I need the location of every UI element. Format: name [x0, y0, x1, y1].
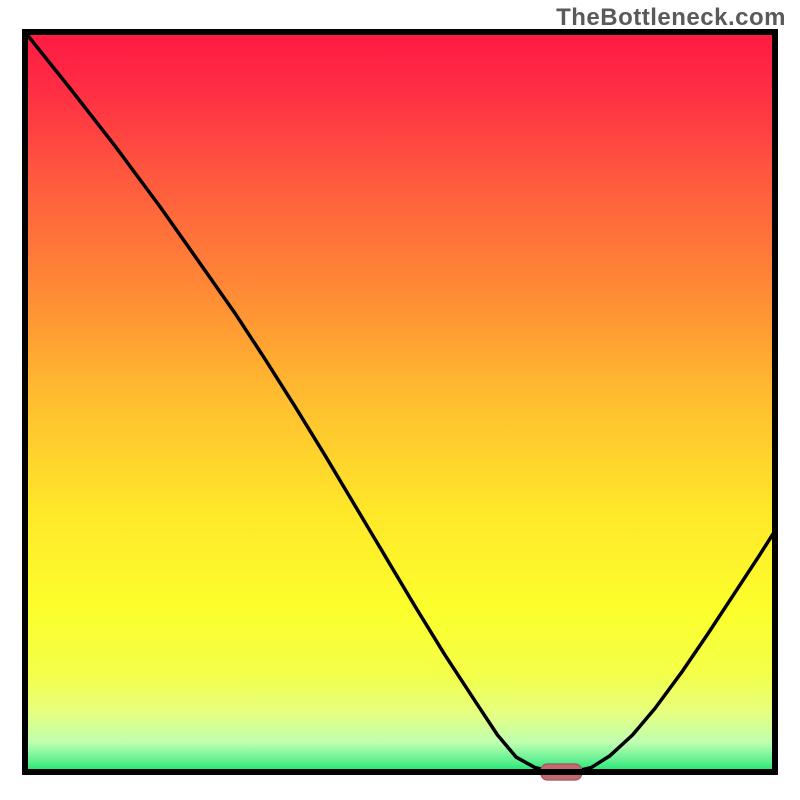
chart-container: TheBottleneck.com [0, 0, 800, 800]
bottleneck-chart [0, 0, 800, 800]
watermark-text: TheBottleneck.com [556, 4, 786, 32]
plot-background [25, 32, 775, 772]
